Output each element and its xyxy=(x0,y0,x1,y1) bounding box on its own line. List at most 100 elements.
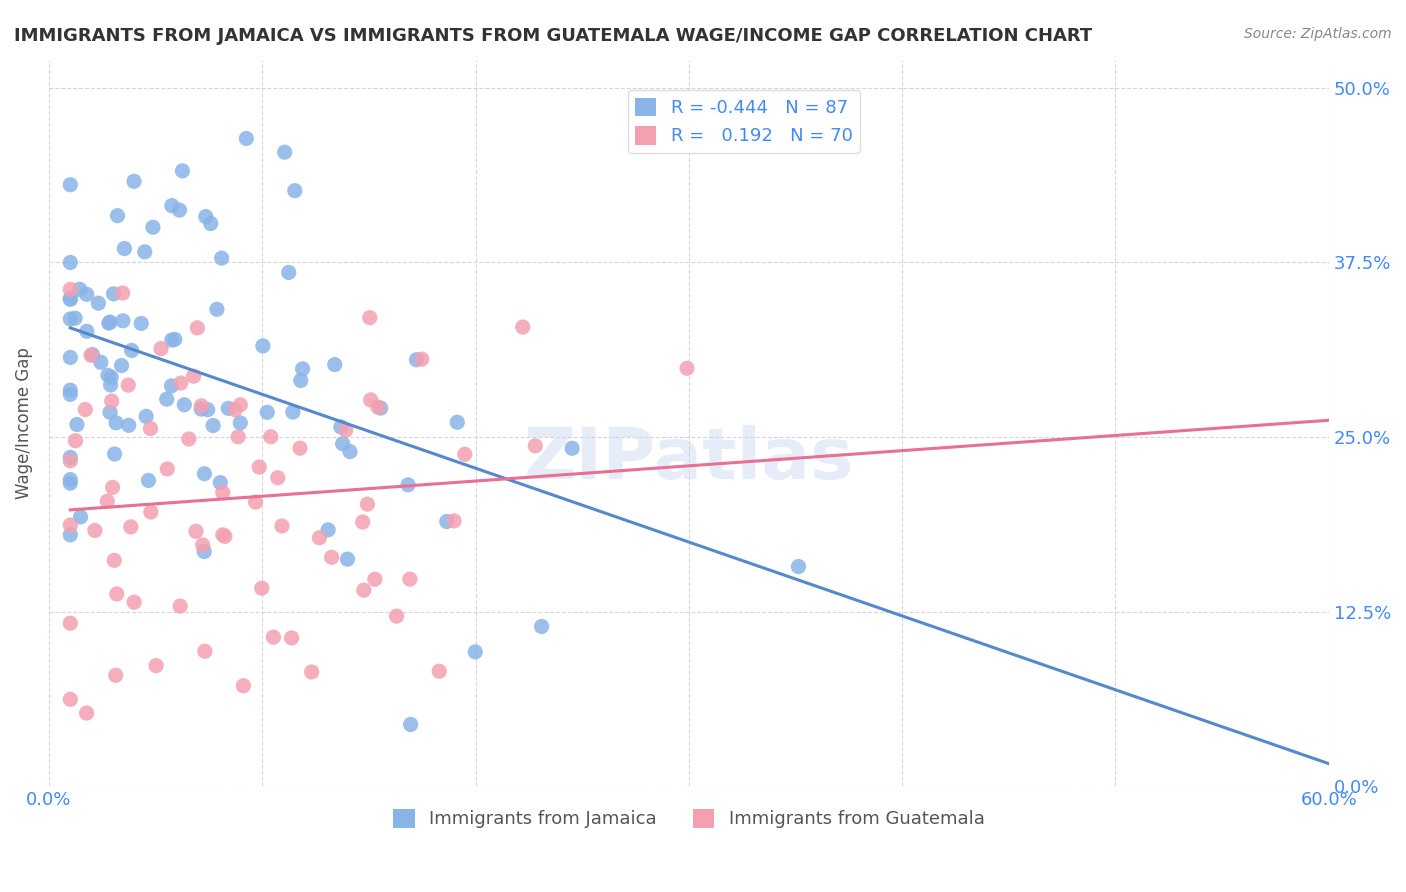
Immigrants from Jamaica xyxy=(129,317,152,331)
Immigrants from Jamaica xyxy=(370,401,392,416)
Immigrants from Jamaica xyxy=(59,387,82,401)
Immigrants from Guatemala xyxy=(288,441,311,455)
Immigrants from Jamaica xyxy=(59,528,82,542)
Immigrants from Jamaica xyxy=(464,645,486,659)
Immigrants from Jamaica xyxy=(98,405,121,419)
Immigrants from Guatemala xyxy=(308,531,330,545)
Immigrants from Jamaica xyxy=(59,476,82,491)
Immigrants from Jamaica xyxy=(59,292,82,306)
Immigrants from Guatemala xyxy=(59,282,82,296)
Immigrants from Jamaica xyxy=(190,402,212,417)
Immigrants from Jamaica xyxy=(209,475,232,490)
Immigrants from Guatemala xyxy=(183,369,205,384)
Immigrants from Jamaica xyxy=(172,164,194,178)
Immigrants from Jamaica xyxy=(63,311,86,326)
Immigrants from Guatemala xyxy=(427,664,450,678)
Immigrants from Guatemala xyxy=(214,529,236,543)
Immigrants from Guatemala xyxy=(111,286,134,301)
Y-axis label: Wage/Income Gap: Wage/Income Gap xyxy=(15,347,32,499)
Legend: Immigrants from Jamaica, Immigrants from Guatemala: Immigrants from Jamaica, Immigrants from… xyxy=(385,802,993,836)
Immigrants from Jamaica xyxy=(169,203,191,218)
Immigrants from Jamaica xyxy=(193,544,215,558)
Immigrants from Guatemala xyxy=(676,361,699,376)
Immigrants from Jamaica xyxy=(436,515,458,529)
Immigrants from Guatemala xyxy=(224,402,246,417)
Immigrants from Jamaica xyxy=(281,405,304,419)
Immigrants from Jamaica xyxy=(291,362,314,376)
Text: IMMIGRANTS FROM JAMAICA VS IMMIGRANTS FROM GUATEMALA WAGE/INCOME GAP CORRELATION: IMMIGRANTS FROM JAMAICA VS IMMIGRANTS FR… xyxy=(14,27,1092,45)
Immigrants from Jamaica xyxy=(561,442,583,456)
Immigrants from Guatemala xyxy=(194,644,217,658)
Immigrants from Jamaica xyxy=(284,184,307,198)
Immigrants from Guatemala xyxy=(212,528,235,542)
Immigrants from Jamaica xyxy=(256,405,278,419)
Immigrants from Guatemala xyxy=(170,376,193,390)
Immigrants from Jamaica xyxy=(82,348,104,362)
Immigrants from Jamaica xyxy=(235,131,257,145)
Immigrants from Jamaica xyxy=(118,418,141,433)
Immigrants from Jamaica xyxy=(138,474,160,488)
Immigrants from Jamaica xyxy=(69,510,91,524)
Immigrants from Guatemala xyxy=(359,310,381,325)
Immigrants from Jamaica xyxy=(87,296,110,310)
Immigrants from Jamaica xyxy=(323,358,346,372)
Immigrants from Guatemala xyxy=(139,505,162,519)
Immigrants from Guatemala xyxy=(139,421,162,435)
Immigrants from Jamaica xyxy=(339,444,361,458)
Immigrants from Guatemala xyxy=(59,616,82,631)
Immigrants from Jamaica xyxy=(97,368,120,383)
Immigrants from Guatemala xyxy=(75,402,97,417)
Immigrants from Guatemala xyxy=(186,321,208,335)
Immigrants from Jamaica xyxy=(202,418,225,433)
Immigrants from Jamaica xyxy=(160,199,183,213)
Immigrants from Jamaica xyxy=(59,473,82,487)
Immigrants from Jamaica xyxy=(122,174,145,188)
Immigrants from Guatemala xyxy=(59,518,82,533)
Immigrants from Guatemala xyxy=(247,460,270,475)
Immigrants from Jamaica xyxy=(107,209,129,223)
Immigrants from Guatemala xyxy=(120,520,142,534)
Immigrants from Guatemala xyxy=(177,432,200,446)
Immigrants from Guatemala xyxy=(226,430,249,444)
Immigrants from Guatemala xyxy=(65,434,87,448)
Immigrants from Guatemala xyxy=(103,553,125,567)
Immigrants from Guatemala xyxy=(352,515,374,529)
Immigrants from Guatemala xyxy=(105,587,128,601)
Immigrants from Jamaica xyxy=(405,352,427,367)
Immigrants from Guatemala xyxy=(399,572,422,586)
Immigrants from Jamaica xyxy=(446,415,468,429)
Immigrants from Jamaica xyxy=(97,316,120,330)
Immigrants from Jamaica xyxy=(104,447,127,461)
Immigrants from Guatemala xyxy=(169,599,191,613)
Immigrants from Jamaica xyxy=(105,416,128,430)
Immigrants from Guatemala xyxy=(524,439,547,453)
Immigrants from Jamaica xyxy=(160,333,183,347)
Immigrants from Guatemala xyxy=(229,398,252,412)
Immigrants from Guatemala xyxy=(443,514,465,528)
Immigrants from Jamaica xyxy=(135,409,157,424)
Immigrants from Jamaica xyxy=(173,398,195,412)
Immigrants from Jamaica xyxy=(329,420,352,434)
Immigrants from Guatemala xyxy=(100,394,122,409)
Text: Source: ZipAtlas.com: Source: ZipAtlas.com xyxy=(1244,27,1392,41)
Immigrants from Guatemala xyxy=(353,583,375,598)
Immigrants from Jamaica xyxy=(399,717,422,731)
Immigrants from Jamaica xyxy=(59,178,82,192)
Immigrants from Guatemala xyxy=(59,692,82,706)
Immigrants from Guatemala xyxy=(122,595,145,609)
Immigrants from Jamaica xyxy=(103,286,125,301)
Immigrants from Jamaica xyxy=(252,339,274,353)
Immigrants from Jamaica xyxy=(111,314,134,328)
Immigrants from Jamaica xyxy=(59,383,82,397)
Immigrants from Jamaica xyxy=(787,559,810,574)
Immigrants from Jamaica xyxy=(197,402,219,417)
Immigrants from Jamaica xyxy=(273,145,295,160)
Immigrants from Guatemala xyxy=(59,454,82,468)
Immigrants from Jamaica xyxy=(76,324,98,338)
Immigrants from Jamaica xyxy=(217,401,239,416)
Immigrants from Guatemala xyxy=(245,495,267,509)
Immigrants from Guatemala xyxy=(411,352,433,367)
Immigrants from Jamaica xyxy=(66,417,89,432)
Immigrants from Jamaica xyxy=(336,552,359,566)
Immigrants from Guatemala xyxy=(262,630,284,644)
